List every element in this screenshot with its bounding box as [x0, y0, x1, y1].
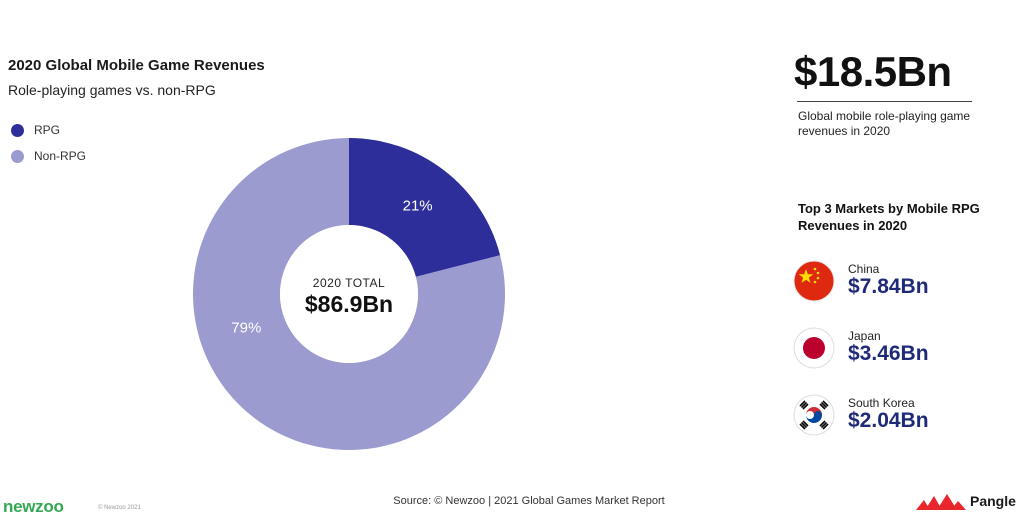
slice-label-rpg: 21%	[403, 198, 433, 215]
donut-slice-rpg	[349, 138, 501, 277]
south-korea-flag-icon	[793, 394, 835, 436]
china-flag-icon	[793, 260, 835, 302]
market-value-south-korea: $2.04Bn	[848, 409, 929, 432]
legend-label-non-rpg: Non-RPG	[34, 149, 87, 163]
source-note: Source: © Newzoo | 2021 Global Games Mar…	[393, 495, 665, 507]
top-markets-title: Top 3 Markets by Mobile RPG Revenues in …	[798, 201, 980, 233]
market-japan: Japan $3.46Bn	[793, 327, 993, 373]
legend-label-rpg: RPG	[34, 123, 61, 137]
japan-flag-icon	[793, 327, 835, 369]
slice-label-non-rpg: 79%	[231, 320, 261, 337]
pangle-logo: Pangle	[916, 492, 1016, 510]
donut-hole	[280, 225, 418, 363]
stat-divider	[797, 101, 972, 102]
chart-subtitle: Role-playing games vs. non-RPG	[8, 82, 216, 98]
legend-item-non-rpg: Non-RPG	[11, 143, 86, 169]
pangle-mark-icon	[916, 494, 966, 510]
legend-item-rpg: RPG	[11, 117, 86, 143]
center-label: 2020 TOTAL	[313, 276, 385, 290]
market-south-korea: South Korea $2.04Bn	[793, 394, 993, 440]
donut-slice-non-rpg	[193, 138, 506, 450]
market-value-china: $7.84Bn	[848, 275, 929, 298]
center-value: $86.9Bn	[305, 291, 393, 317]
legend-swatch-non-rpg	[11, 149, 24, 163]
chart-title: 2020 Global Mobile Game Revenues	[8, 57, 265, 74]
copyright-note: © Newzoo 2021	[98, 505, 141, 511]
rpg-revenue-value: $18.5Bn	[794, 48, 952, 95]
legend-swatch-rpg	[11, 123, 24, 137]
market-china: China $7.84Bn	[793, 260, 993, 306]
legend: RPG Non-RPG	[11, 117, 86, 169]
market-value-japan: $3.46Bn	[848, 342, 929, 365]
market-name-south-korea: South Korea	[848, 396, 915, 410]
newzoo-logo: newzoo	[3, 497, 64, 516]
market-name-china: China	[848, 262, 880, 276]
pangle-logo-text: Pangle	[970, 493, 1016, 509]
rpg-revenue-description: Global mobile role-playing game revenues…	[798, 109, 971, 138]
market-name-japan: Japan	[848, 329, 881, 343]
